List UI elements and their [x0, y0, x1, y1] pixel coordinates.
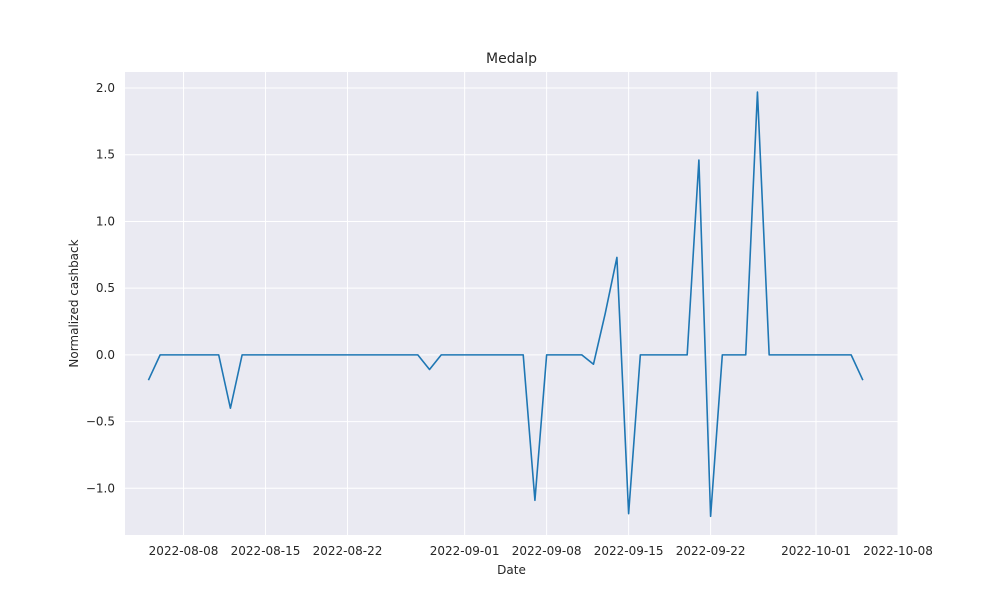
y-tick-label: 0.0: [96, 348, 115, 362]
x-tick-label: 2022-09-01: [430, 544, 500, 558]
x-tick-label: 2022-09-15: [594, 544, 664, 558]
x-tick-label: 2022-08-22: [313, 544, 383, 558]
y-axis-ticks: −1.0 −0.5 0.0 0.5 1.0 1.5 2.0: [86, 81, 115, 495]
y-tick-label: 1.0: [96, 214, 115, 228]
y-tick-label: 2.0: [96, 81, 115, 95]
x-tick-label: 2022-10-01: [781, 544, 851, 558]
x-tick-label: 2022-10-08: [863, 544, 933, 558]
y-tick-label: −0.5: [86, 415, 115, 429]
x-tick-label: 2022-08-08: [149, 544, 219, 558]
series-line: [147, 91, 864, 518]
y-tick-label: −1.0: [86, 481, 115, 495]
x-tick-label: 2022-09-08: [512, 544, 582, 558]
series-layer: [147, 91, 864, 518]
x-axis-ticks: 2022-08-08 2022-08-15 2022-08-22 2022-09-01…: [149, 544, 933, 558]
x-tick-label: 2022-09-22: [676, 544, 746, 558]
x-axis-label: Date: [497, 563, 526, 577]
plot-area: [125, 72, 898, 535]
y-axis-label: Normalized cashback: [67, 239, 81, 367]
chart-title: Medalp: [486, 51, 537, 67]
y-tick-label: 0.5: [96, 281, 115, 295]
x-tick-label: 2022-08-15: [231, 544, 301, 558]
y-tick-label: 1.5: [96, 148, 115, 162]
